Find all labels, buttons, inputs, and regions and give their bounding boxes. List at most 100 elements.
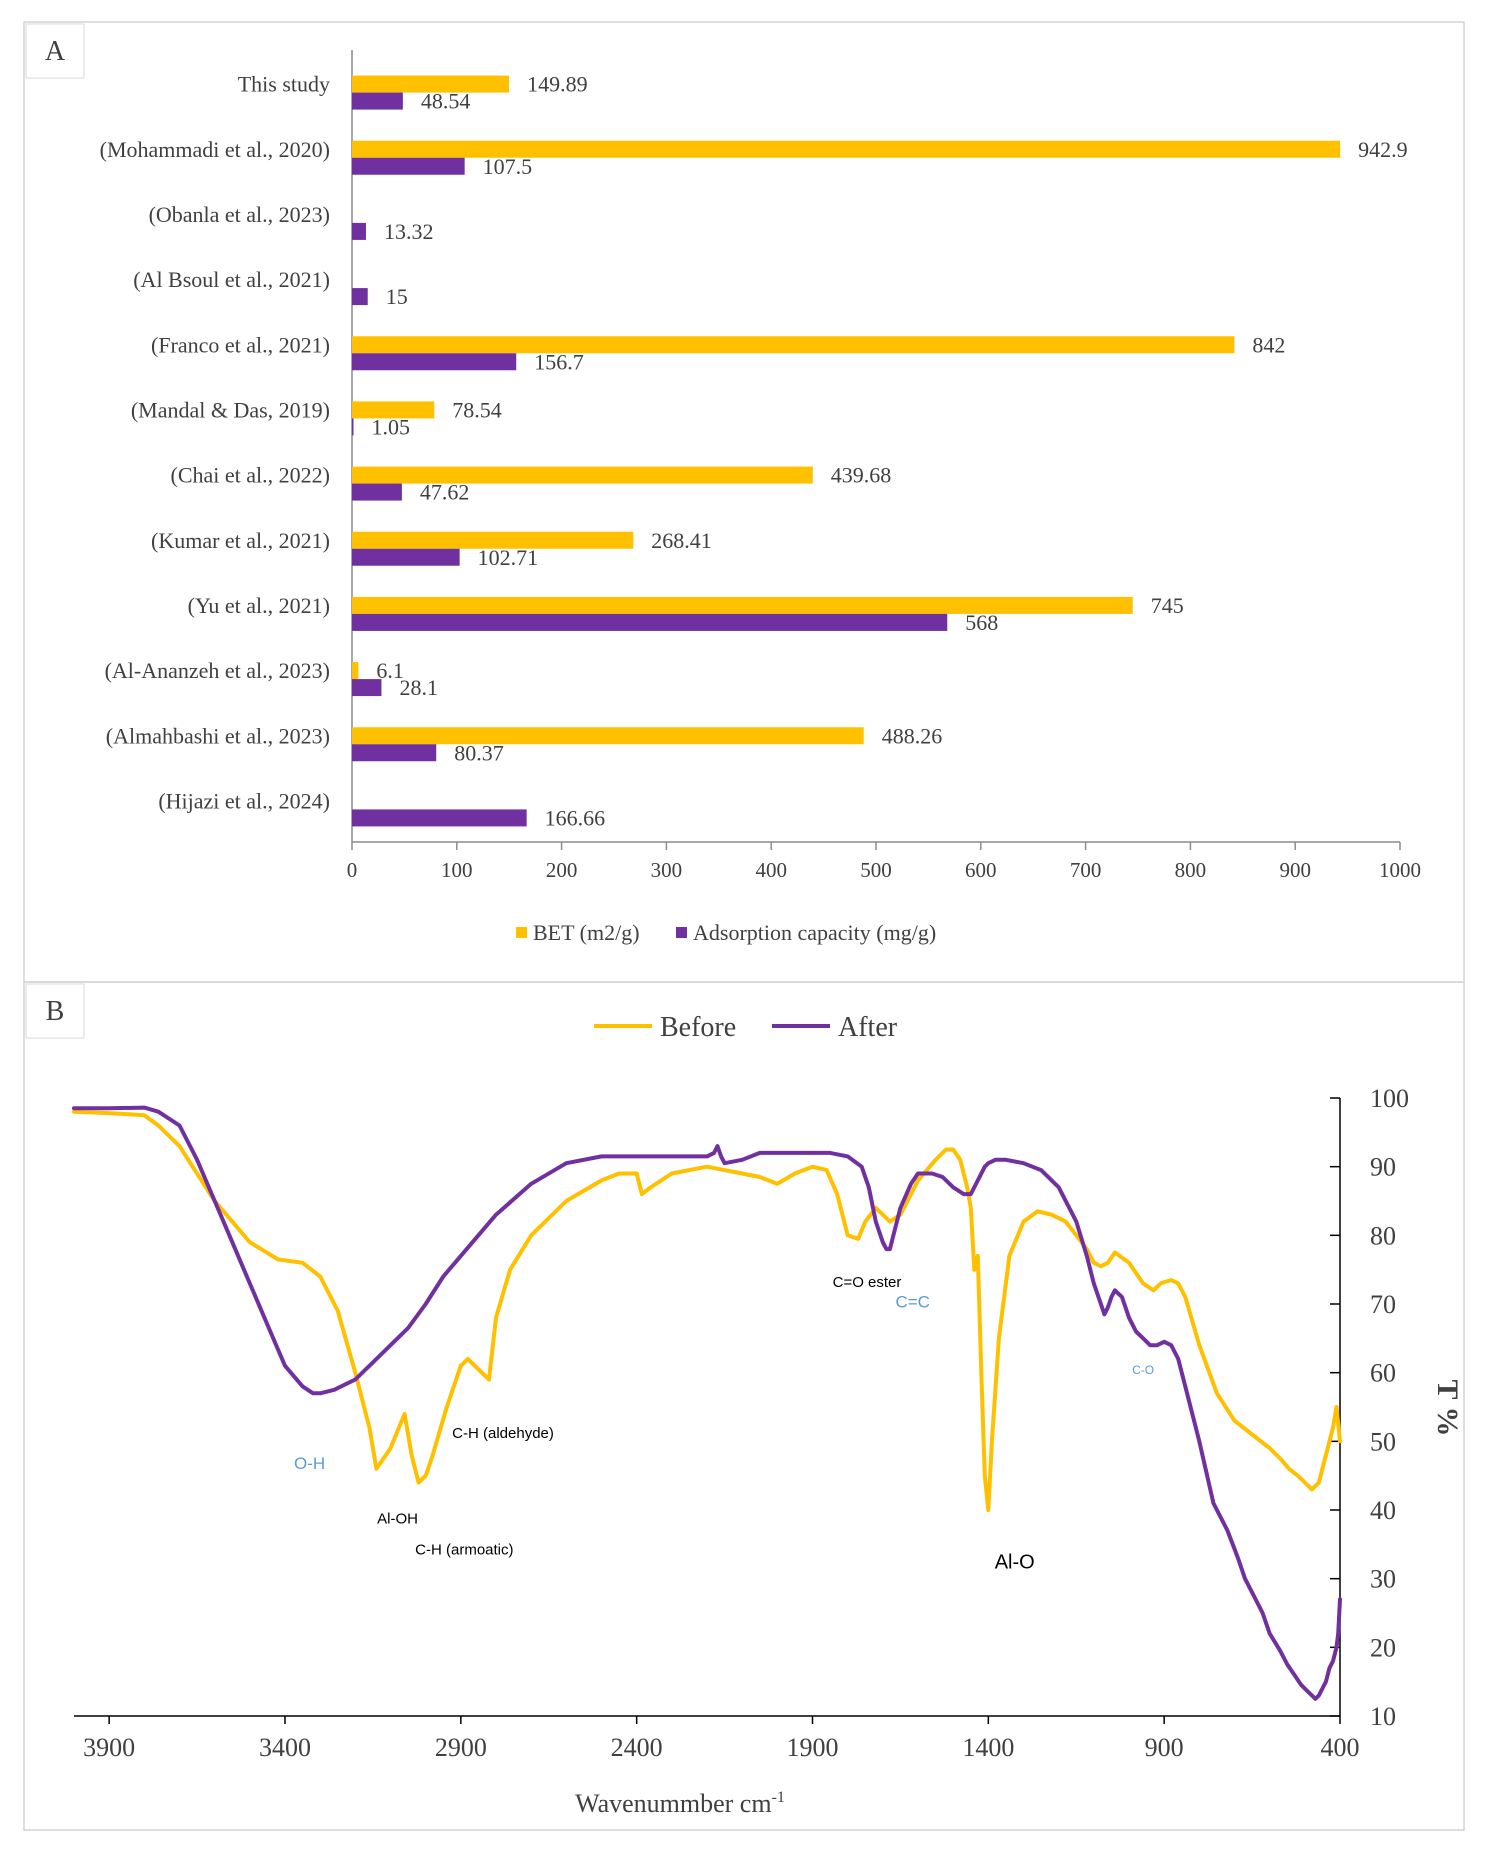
x-axis-title: Wavenummber cm-1 xyxy=(575,1789,785,1818)
after-line xyxy=(72,1105,1342,1701)
bet-bar xyxy=(352,140,1341,158)
peak-annotation: C-H (armoatic) xyxy=(415,1542,513,1559)
bet-bar xyxy=(352,531,634,549)
y-tick-label: 50 xyxy=(1370,1427,1396,1456)
adsorption-value-label: 48.54 xyxy=(421,89,471,114)
adsorption-bar xyxy=(352,613,948,631)
y-axis-title: T % xyxy=(1431,1380,1464,1437)
category-label: (Yu et al., 2021) xyxy=(188,593,330,618)
bet-bar xyxy=(352,75,510,93)
x-tick-label: 300 xyxy=(651,858,683,882)
adsorption-bar xyxy=(352,288,368,306)
adsorption-bar xyxy=(352,418,354,436)
bet-value-label: 439.68 xyxy=(831,463,892,488)
peak-annotation: C=C xyxy=(895,1292,929,1311)
adsorption-value-label: 13.32 xyxy=(384,219,434,244)
adsorption-bar xyxy=(352,483,402,501)
legend-swatch-bet xyxy=(516,927,527,938)
y-tick-label: 80 xyxy=(1370,1221,1396,1250)
x-tick-label: 1000 xyxy=(1379,858,1421,882)
panel-a-label: A xyxy=(45,36,66,67)
peak-annotation: O-H xyxy=(294,1454,325,1473)
bet-value-label: 78.54 xyxy=(452,397,502,422)
adsorption-bar xyxy=(352,548,460,566)
category-label: (Almahbashi et al., 2023) xyxy=(106,723,330,748)
y-tick-label: 10 xyxy=(1370,1702,1396,1731)
category-label: (Mandal & Das, 2019) xyxy=(131,397,330,422)
adsorption-bar xyxy=(352,157,465,175)
panel-b-label: B xyxy=(46,996,65,1027)
x-tick-label: 3900 xyxy=(83,1733,135,1762)
category-label: (Obanla et al., 2023) xyxy=(149,202,330,227)
category-label: (Franco et al., 2021) xyxy=(151,332,330,357)
category-label: (Al-Ananzeh et al., 2023) xyxy=(105,658,330,683)
category-label: This study xyxy=(238,72,330,97)
adsorption-value-label: 107.5 xyxy=(483,154,533,179)
line-chart-b: 3900 3400 2900 2400 1900 1400 900 400 10 20 30 40 50… xyxy=(72,1012,1464,1818)
x-tick-label: 3400 xyxy=(259,1733,311,1762)
x-tick-label: 900 xyxy=(1279,858,1311,882)
x-tick-label: 500 xyxy=(860,858,892,882)
y-tick-label: 90 xyxy=(1370,1153,1396,1182)
x-tick-label: 1400 xyxy=(962,1733,1014,1762)
bet-bar xyxy=(352,662,359,680)
adsorption-value-label: 102.71 xyxy=(478,545,539,570)
peak-annotation: Al-O xyxy=(995,1551,1035,1573)
panel-b-tag-box xyxy=(25,983,85,1039)
panel-a-tag-box xyxy=(25,23,85,79)
bet-value-label: 745 xyxy=(1151,593,1184,618)
bet-bar xyxy=(352,727,864,745)
x-tick-label: 0 xyxy=(347,858,358,882)
x-tick-label: 600 xyxy=(965,858,997,882)
peak-annotation: C-O xyxy=(1132,1363,1154,1377)
category-label: (Chai et al., 2022) xyxy=(171,463,330,488)
panel-b-frame xyxy=(23,981,1465,1831)
adsorption-bar xyxy=(352,222,366,240)
peak-annotation: C-H (aldehyde) xyxy=(452,1425,554,1442)
x-tick-label: 100 xyxy=(441,858,473,882)
x-tick-label: 1900 xyxy=(787,1733,839,1762)
legend-label-before: Before xyxy=(660,1012,736,1043)
category-label: (Mohammadi et al., 2020) xyxy=(100,137,330,162)
adsorption-value-label: 80.37 xyxy=(454,740,504,765)
y-tick-label: 60 xyxy=(1370,1359,1396,1388)
adsorption-bar xyxy=(352,92,403,110)
panel-b: B 3900 3400 2900 2400 1900 1400 900 400 10 20 30 40… xyxy=(23,981,1465,1831)
adsorption-value-label: 166.66 xyxy=(545,805,606,830)
peak-annotation: C=O ester xyxy=(833,1274,902,1291)
bet-bar xyxy=(352,336,1235,354)
category-label: (Kumar et al., 2021) xyxy=(151,528,330,553)
x-tick-label: 400 xyxy=(1321,1733,1360,1762)
y-tick-label: 30 xyxy=(1370,1565,1396,1594)
bet-bar xyxy=(352,466,813,484)
x-tick-label: 800 xyxy=(1175,858,1207,882)
bet-value-label: 6.1 xyxy=(376,658,404,683)
legend-label-adsorption: Adsorption capacity (mg/g) xyxy=(693,920,936,945)
adsorption-bar xyxy=(352,353,517,371)
bet-value-label: 268.41 xyxy=(651,528,712,553)
bet-bar xyxy=(352,401,435,419)
adsorption-value-label: 28.1 xyxy=(399,675,438,700)
adsorption-value-label: 1.05 xyxy=(372,414,411,439)
adsorption-value-label: 15 xyxy=(386,284,408,309)
x-tick-label: 2400 xyxy=(611,1733,663,1762)
panel-a: A 0 100 200 300 400 500 600 700 800 900 1000 This s… xyxy=(23,21,1465,983)
bar-chart-a: 0 100 200 300 400 500 600 700 800 900 1000 This stu… xyxy=(100,50,1421,945)
adsorption-bar xyxy=(352,809,527,827)
y-tick-label: 40 xyxy=(1370,1496,1396,1525)
adsorption-value-label: 47.62 xyxy=(420,480,470,505)
before-line xyxy=(72,1109,1342,1512)
x-tick-label: 900 xyxy=(1145,1733,1184,1762)
legend-swatch-adsorption xyxy=(676,927,687,938)
y-tick-label: 70 xyxy=(1370,1290,1396,1319)
panel-a-frame xyxy=(23,21,1465,983)
x-tick-label: 2900 xyxy=(435,1733,487,1762)
category-label: (Al Bsoul et al., 2021) xyxy=(133,267,330,292)
x-tick-label: 400 xyxy=(755,858,787,882)
category-label: (Hijazi et al., 2024) xyxy=(158,788,330,813)
y-tick-label: 100 xyxy=(1370,1084,1409,1113)
adsorption-value-label: 156.7 xyxy=(534,349,584,374)
bet-value-label: 842 xyxy=(1252,332,1285,357)
adsorption-bar xyxy=(352,679,382,697)
